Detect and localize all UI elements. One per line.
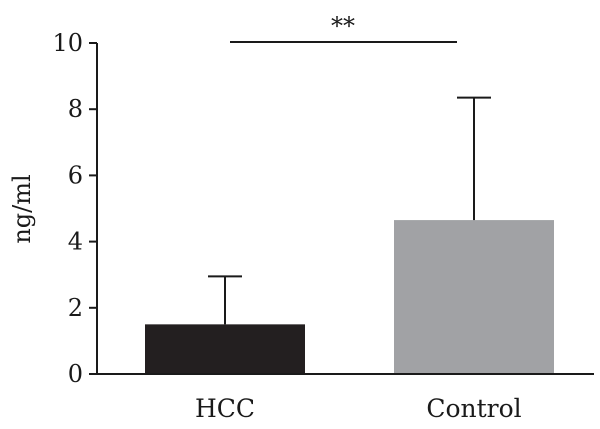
y-tick-label: 4 <box>68 228 83 256</box>
y-tick-label: 8 <box>68 95 83 123</box>
x-category-label: Control <box>426 394 521 423</box>
y-tick-label: 6 <box>68 161 83 189</box>
x-category-label: HCC <box>195 394 255 423</box>
y-tick-label: 0 <box>68 360 83 388</box>
x-axis-categories: HCC Control <box>195 394 522 423</box>
y-tick-label: 2 <box>68 294 83 322</box>
y-axis-ticks: 0 2 4 6 8 10 <box>52 29 97 388</box>
significance-stars: ** <box>331 12 355 40</box>
bar-hcc <box>145 324 305 374</box>
y-tick-label: 10 <box>52 29 83 57</box>
y-axis-label: ng/ml <box>8 174 36 243</box>
bars <box>145 220 554 374</box>
significance-annotation: ** <box>230 12 457 43</box>
error-bars <box>208 96 491 325</box>
bar-control <box>394 220 554 374</box>
